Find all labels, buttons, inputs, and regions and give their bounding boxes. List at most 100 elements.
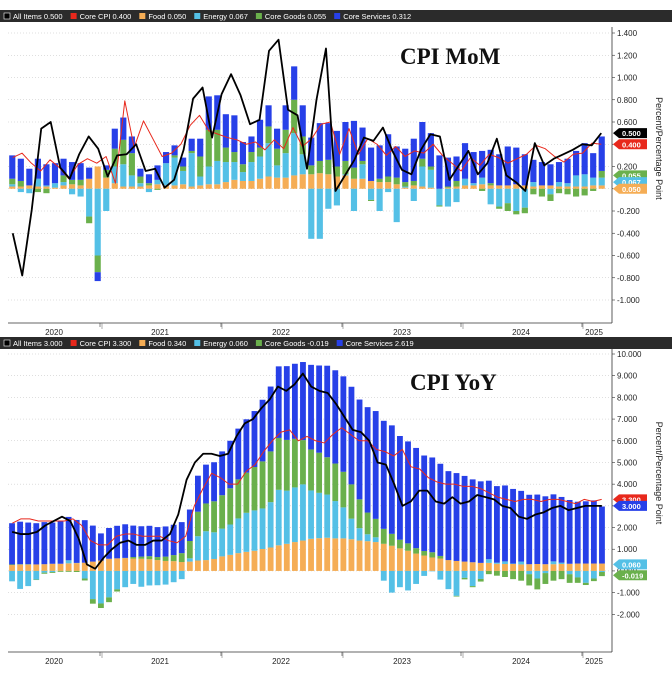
bar-segment-core-services	[114, 525, 121, 559]
bar-segment-core-goods	[348, 484, 355, 519]
bar-segment-energy	[231, 162, 238, 180]
bar-segment-energy	[316, 492, 323, 539]
bar-segment-core-goods	[178, 553, 185, 563]
bar-segment-food	[98, 560, 104, 571]
legend-label-3: Energy 0.060	[203, 339, 248, 348]
bar-segment-core-goods	[368, 199, 375, 201]
bar-segment-core-goods	[195, 511, 201, 537]
bar-segment-core-goods	[410, 180, 417, 186]
bar-segment-food	[397, 548, 403, 571]
bar-segment-core-goods	[405, 543, 411, 551]
bar-segment-core-goods	[137, 176, 144, 184]
bar-segment-energy	[479, 177, 486, 185]
bar-segment-core-goods	[469, 586, 476, 588]
y-tick-label: 2.000	[617, 524, 638, 533]
bar-segment-core-goods	[324, 457, 331, 495]
bar-segment-food	[598, 185, 605, 189]
all-items-line	[11, 372, 602, 570]
bar-segment-energy	[162, 570, 169, 585]
bar-segment-food	[469, 562, 476, 571]
bar-segment-core-services	[9, 523, 15, 565]
bar-segment-food	[259, 549, 266, 571]
bar-segment-core-goods	[397, 539, 403, 549]
bar-segment-core-services	[599, 506, 605, 564]
bar-segment-core-goods	[461, 577, 468, 580]
bar-segment-energy	[43, 185, 50, 187]
bar-segment-core-goods	[333, 166, 340, 177]
bar-segment-core-goods	[308, 449, 314, 491]
bar-segment-core-goods	[598, 170, 605, 178]
bar-segment-energy	[211, 532, 217, 559]
bar-segment-core-services	[162, 152, 170, 164]
bar-segment-energy	[103, 188, 110, 211]
end-tag-label-4: 0.050	[622, 185, 641, 194]
bar-segment-energy	[590, 177, 597, 186]
bar-segment-core-goods	[582, 582, 589, 586]
bar-segment-food	[419, 186, 426, 189]
bar-segment-core-goods	[265, 126, 272, 144]
bar-segment-energy	[453, 188, 460, 203]
bar-segment-energy	[376, 188, 383, 211]
bar-segment-core-services	[477, 481, 484, 563]
bar-segment-core-goods	[530, 188, 537, 195]
bar-segment-core-services	[368, 147, 375, 181]
legend-label-5: Core Services 0.312	[343, 12, 411, 21]
bar-segment-core-services	[376, 145, 383, 179]
bar-segment-food	[368, 180, 375, 189]
bar-segment-core-services	[413, 447, 420, 549]
bar-segment-core-goods	[227, 488, 234, 525]
bar-segment-energy	[380, 570, 387, 581]
bar-segment-food	[574, 563, 581, 571]
bar-segment-food	[405, 550, 411, 571]
bar-segment-core-goods	[427, 166, 434, 170]
bar-segment-food	[197, 185, 204, 189]
bar-segment-energy	[25, 570, 32, 587]
bar-segment-food	[205, 184, 212, 189]
y-tick-label: 1.000	[617, 545, 638, 554]
legend-swatch	[255, 340, 262, 346]
bar-segment-energy	[26, 188, 33, 194]
bar-segment-core-goods	[494, 570, 500, 576]
bar-segment-core-goods	[248, 152, 255, 163]
bar-segment-core-services	[86, 167, 93, 179]
bar-segment-food	[530, 186, 537, 189]
x-year-label: 2023	[393, 657, 411, 666]
bar-segment-core-goods	[504, 203, 511, 211]
bar-segment-core-goods	[350, 167, 358, 179]
bar-segment-food	[114, 558, 121, 571]
bar-segment-core-services	[57, 521, 64, 564]
bar-segment-food	[453, 560, 460, 571]
bar-segment-food	[122, 558, 129, 571]
bar-segment-core-services	[479, 150, 486, 178]
bar-segment-core-goods	[555, 188, 563, 194]
bar-segment-core-goods	[547, 194, 554, 201]
bar-segment-core-goods	[130, 557, 137, 559]
bar-segment-food	[316, 538, 323, 571]
bar-segment-food	[359, 178, 366, 189]
bar-segment-core-services	[340, 376, 347, 472]
legend-swatch	[139, 340, 146, 346]
bar-segment-energy	[98, 570, 104, 604]
bar-segment-energy	[33, 570, 40, 580]
end-tag-label-0: 3.300	[622, 495, 641, 504]
bar-segment-core-services	[550, 494, 557, 562]
bar-segment-energy	[69, 188, 76, 195]
bar-segment-energy	[461, 178, 469, 186]
bar-segment-core-services	[566, 499, 573, 564]
bar-segment-food	[227, 554, 234, 571]
bar-segment-core-goods	[86, 216, 93, 224]
bar-segment-core-goods	[111, 148, 118, 167]
bar-segment-core-services	[291, 66, 298, 100]
bar-segment-core-services	[526, 494, 533, 565]
bar-segment-food	[9, 565, 15, 571]
bar-segment-food	[51, 187, 59, 189]
bar-segment-core-services	[547, 164, 554, 186]
bar-segment-energy	[487, 188, 494, 205]
legend-swatch	[70, 13, 77, 19]
bar-segment-food	[128, 186, 135, 189]
bar-segment-food	[325, 174, 332, 189]
bar-segment-food	[211, 558, 217, 571]
bar-segment-core-services	[120, 117, 127, 140]
bar-segment-core-services	[308, 364, 314, 450]
